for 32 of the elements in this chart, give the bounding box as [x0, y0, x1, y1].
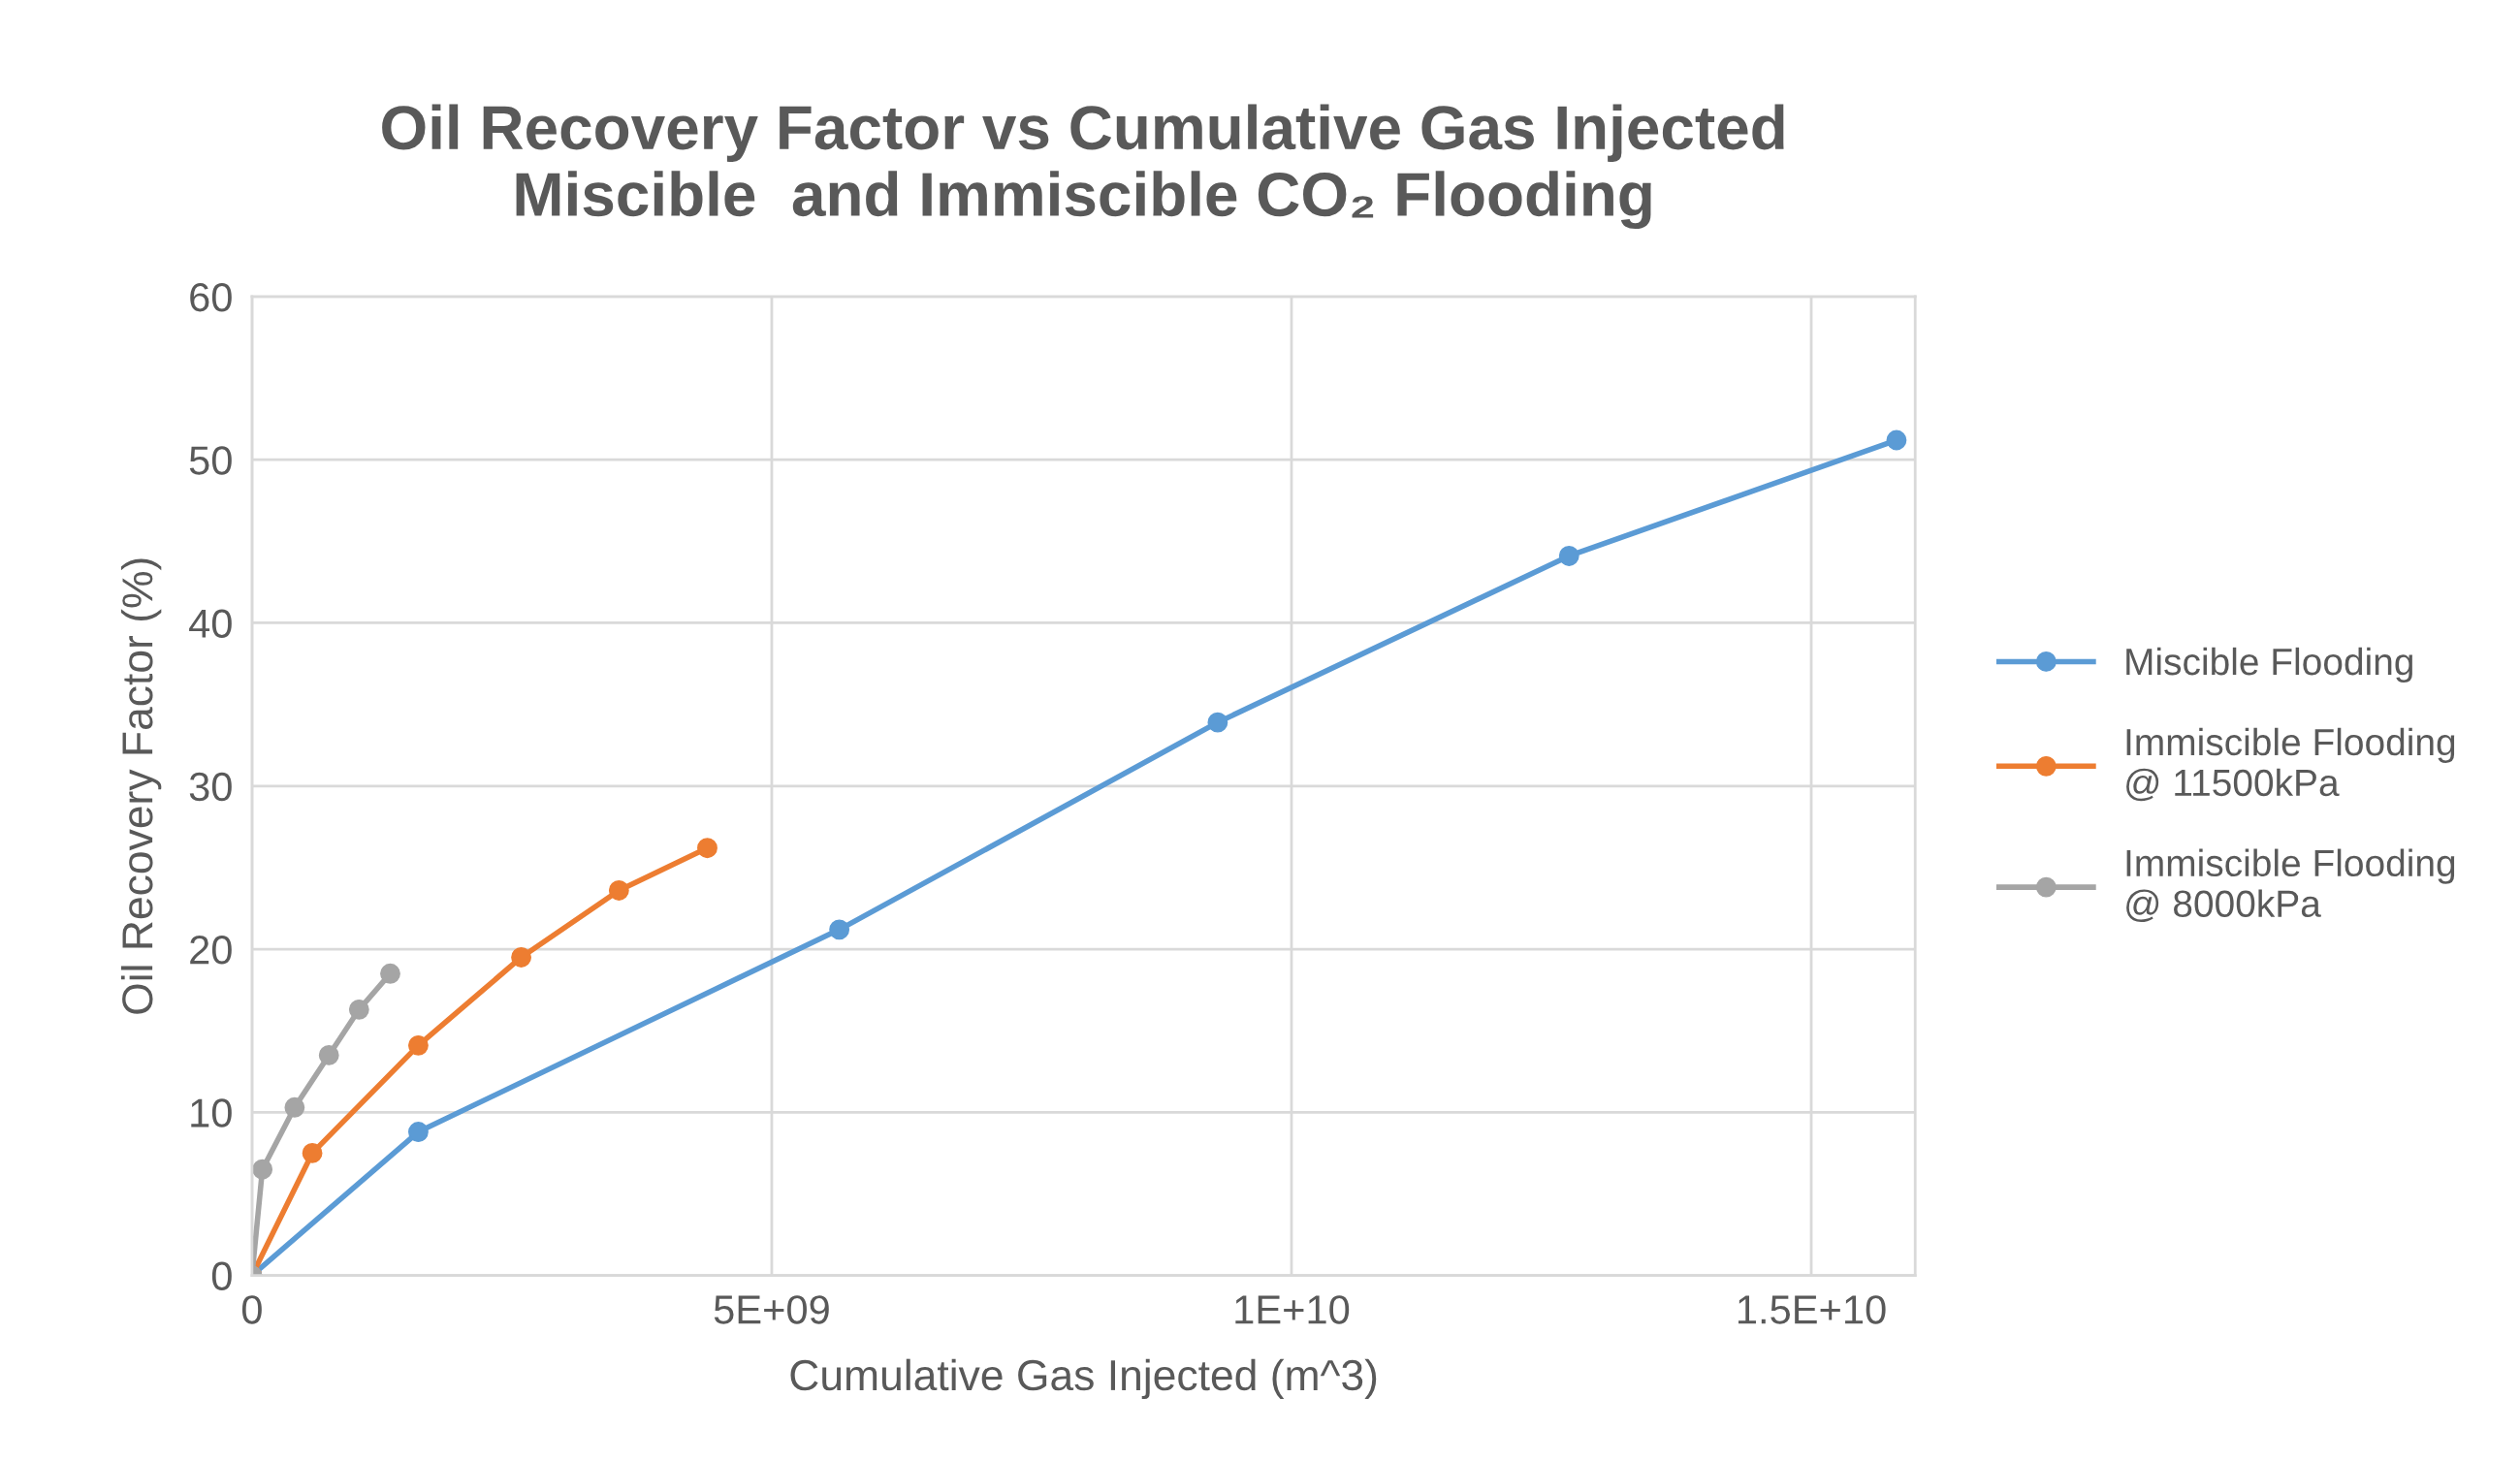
point: [829, 919, 850, 940]
point: [408, 1122, 429, 1142]
point: [348, 999, 369, 1020]
point: [1558, 546, 1579, 566]
x-tick-label: 1.5E+10: [1738, 1295, 1886, 1324]
point: [697, 838, 718, 859]
point: [1207, 712, 1228, 733]
point: [302, 1142, 323, 1163]
x-axis-title: Cumulative Gas Injected (m^3): [790, 1358, 1377, 1400]
y-tick-label: 20: [190, 936, 232, 965]
legend-label: Miscible Flooding: [2126, 647, 2412, 683]
x-tick-label: 0: [241, 1295, 262, 1324]
point: [608, 880, 629, 901]
y-axis-title: Oil Recovery Factor (%): [120, 558, 162, 1014]
point: [511, 947, 531, 968]
point: [408, 1034, 429, 1056]
y-tick-label: 30: [189, 772, 232, 802]
point: [318, 1045, 339, 1065]
y-tick-label: 50: [189, 446, 232, 475]
legend-label: Immiscible Flooding @ 8000kPa: [2126, 848, 2455, 922]
y-tick-label: 40: [189, 609, 232, 638]
point: [1886, 429, 1907, 451]
point: [252, 1159, 273, 1180]
point: [284, 1096, 305, 1118]
y-tick-label: 10: [191, 1098, 232, 1128]
x-tick-label: 1E+10: [1235, 1295, 1350, 1324]
y-tick-label: 60: [190, 282, 232, 312]
legend-label: Immiscible Flooding @ 11500kPa: [2126, 727, 2455, 802]
x-tick-label: 5E+09: [714, 1295, 829, 1324]
point: [380, 963, 400, 984]
y-tick-label: 0: [211, 1261, 232, 1291]
chart-title: Oil Recovery Factor vs Cumulative Gas Injected Miscible and Immiscible CO₂ Flooding: [382, 104, 1784, 230]
